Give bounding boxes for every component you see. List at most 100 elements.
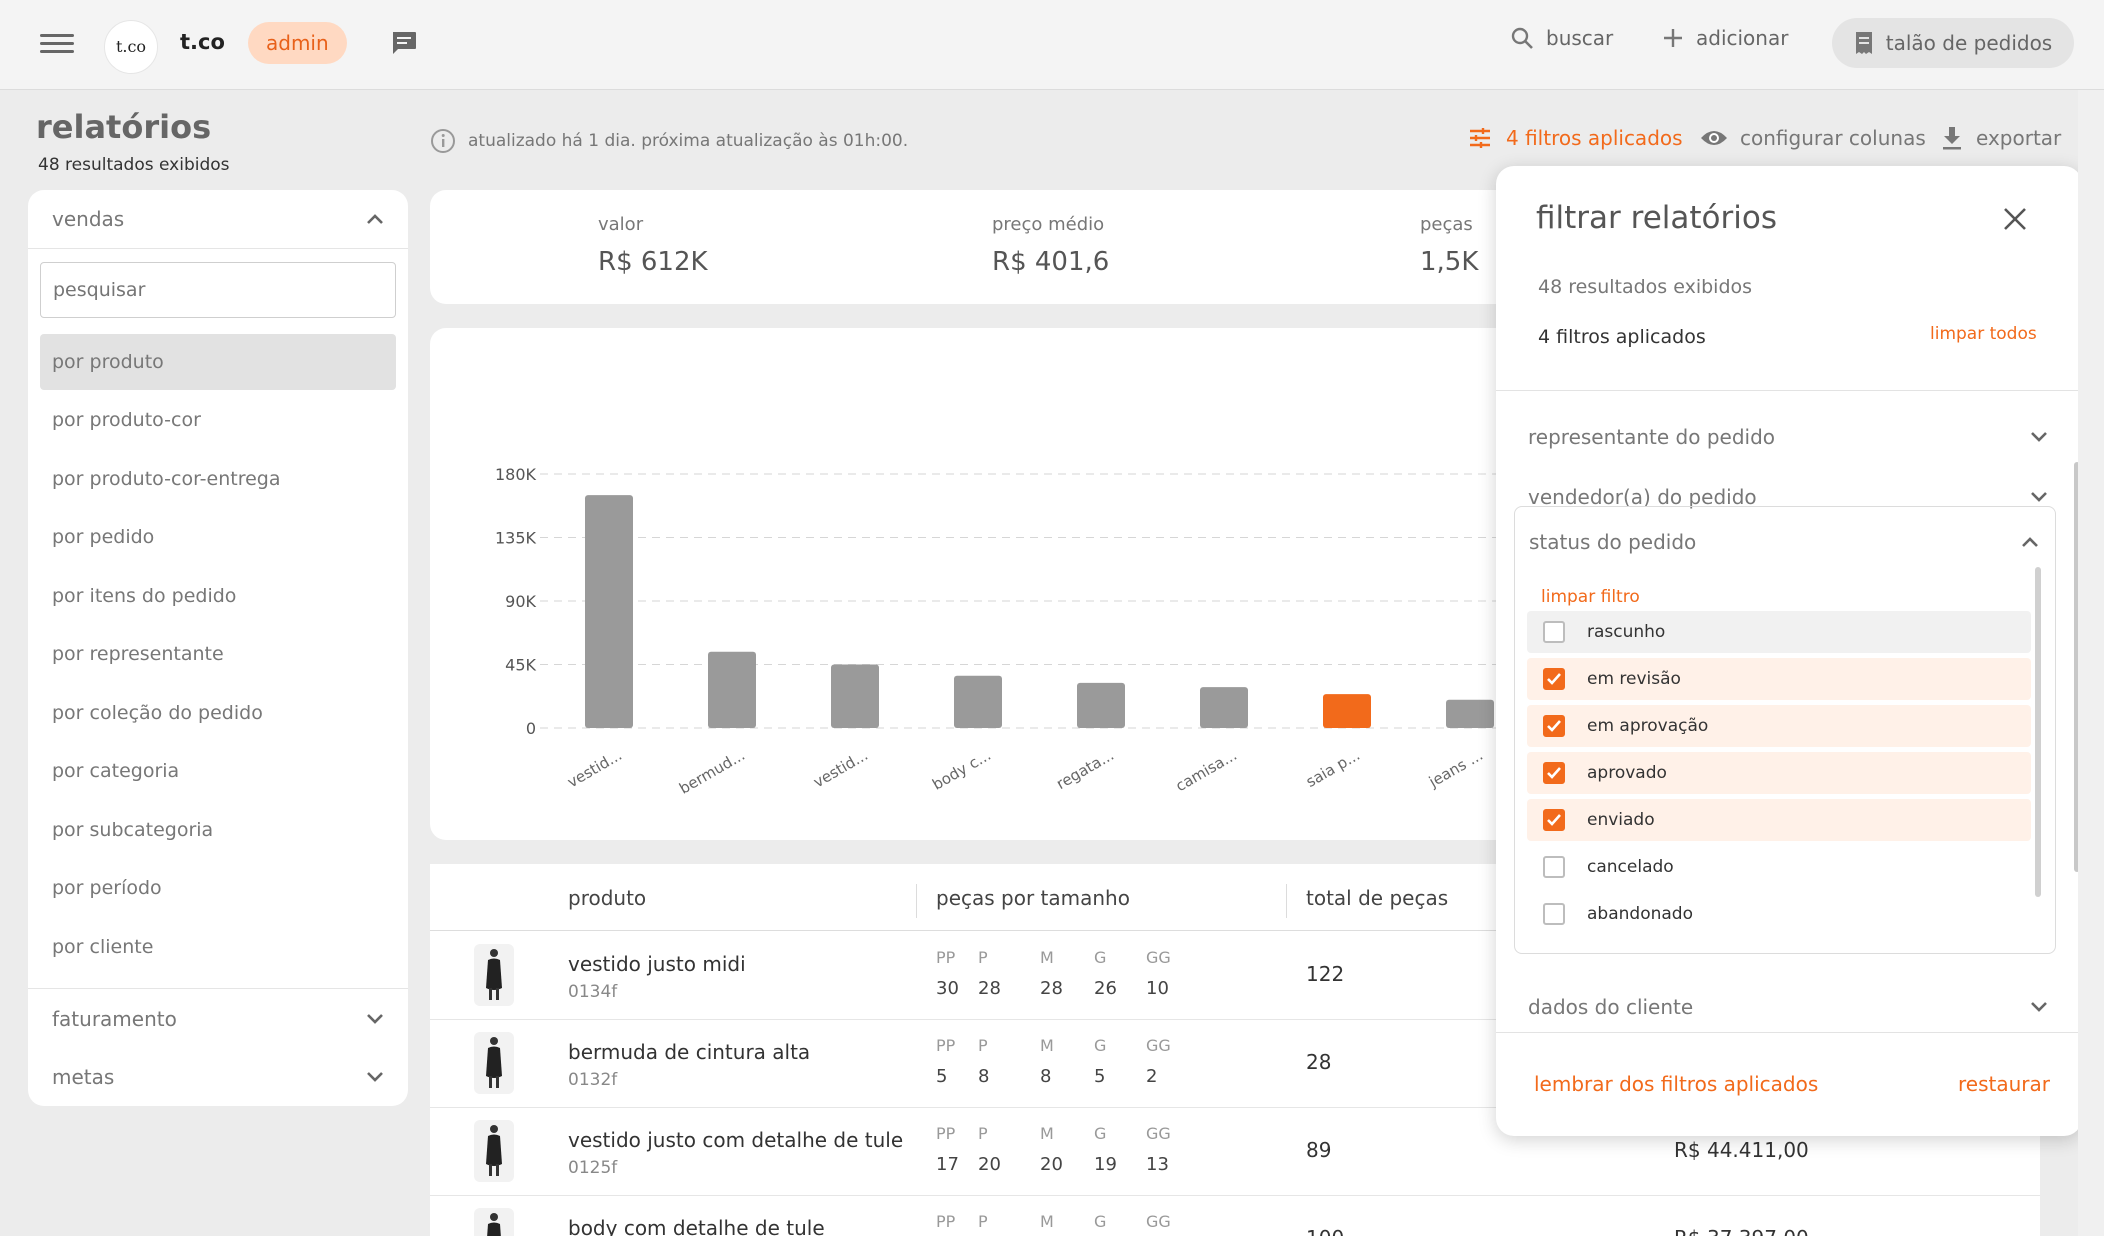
scrollbar[interactable] (2074, 462, 2080, 872)
checkbox[interactable] (1543, 621, 1565, 643)
header-produto[interactable]: produto (568, 886, 647, 910)
status-option[interactable]: rascunho (1527, 611, 2031, 653)
clear-all-button[interactable]: limpar todos (1930, 324, 2037, 344)
chart-bar[interactable] (1200, 687, 1248, 728)
size-label: P (978, 1124, 988, 1143)
summary-card: valor R$ 612K preço médio R$ 401,6 peças… (430, 190, 1540, 304)
column-separator (916, 884, 917, 918)
size-quantity: 20 (1040, 1154, 1063, 1175)
status-option[interactable]: em aprovação (1527, 705, 2031, 747)
sidebar-item-por-cliente[interactable]: por cliente (52, 936, 154, 958)
table-row[interactable]: vestido justo com detalhe de tule 0125f PP… (430, 1108, 2040, 1196)
sidebar-item-por-produto[interactable]: por produto (40, 334, 396, 390)
configure-columns-button[interactable]: configurar colunas (1700, 126, 1926, 150)
chart-bar[interactable] (1077, 682, 1125, 728)
table-row[interactable]: body com detalhe de tulePPPMGGG100R$ 37.… (430, 1196, 2040, 1236)
kpi-label: valor (598, 214, 644, 235)
chart-bar[interactable] (954, 675, 1002, 728)
menu-icon[interactable] (40, 30, 74, 56)
size-label: GG (1146, 1124, 1171, 1143)
table-row[interactable]: vestido justo midi 0134f PP 30 P 28 M 28 G 26 GG 10… (430, 932, 2040, 1020)
checkbox[interactable] (1543, 715, 1565, 737)
sidebar-item-por-itens-do-pedido[interactable]: por itens do pedido (52, 585, 237, 607)
checkbox[interactable] (1543, 903, 1565, 925)
chart-bar[interactable] (708, 651, 756, 728)
export-button[interactable]: exportar (1942, 126, 2061, 150)
kpi-pecas: peças 1,5K (1420, 214, 1478, 277)
close-icon[interactable] (2002, 206, 2028, 232)
section-vendas[interactable]: vendas (28, 190, 408, 248)
size-label: P (978, 1036, 988, 1055)
status-option[interactable]: enviado (1527, 799, 2031, 841)
header-total[interactable]: total de peças (1306, 886, 1449, 910)
filters-applied-button[interactable]: 4 filtros aplicados (1468, 126, 1683, 150)
sidebar-item-por-categoria[interactable]: por categoria (52, 760, 180, 782)
section-metas[interactable]: metas (28, 1048, 408, 1106)
accordion-representante[interactable]: representante do pedido (1528, 412, 2048, 462)
status-option[interactable]: cancelado (1527, 846, 2031, 888)
section-faturamento-label: faturamento (52, 1007, 177, 1031)
status-option[interactable]: em revisão (1527, 658, 2031, 700)
add-label: adicionar (1696, 26, 1789, 50)
sidebar-item-por-periodo[interactable]: por período (52, 877, 162, 899)
table-row[interactable]: bermuda de cintura alta 0132f PP 5 P 8 M 8 G 5 GG 2… (430, 1020, 2040, 1108)
sidebar-item-por-representante[interactable]: por representante (52, 643, 224, 665)
checkbox[interactable] (1543, 856, 1565, 878)
filter-panel-title: filtrar relatórios (1536, 200, 1777, 236)
scrollbar[interactable] (2035, 567, 2041, 897)
talao-label: talão de pedidos (1885, 31, 2053, 55)
accordion-cliente[interactable]: dados do cliente (1528, 982, 2048, 1032)
search-button[interactable]: buscar (1510, 26, 1613, 50)
checkbox[interactable] (1543, 762, 1565, 784)
sidebar-item-por-pedido[interactable]: por pedido (52, 526, 155, 548)
export-label: exportar (1976, 126, 2062, 150)
clear-filter-button[interactable]: limpar filtro (1541, 587, 1640, 607)
checkbox[interactable] (1543, 809, 1565, 831)
sidebar-item-por-produto-cor-entrega[interactable]: por produto-cor-entrega (52, 468, 281, 490)
sidebar-item-por-produto-cor[interactable]: por produto-cor (52, 409, 201, 431)
status-filter-group: status do pedido limpar filtro rascunho e… (1514, 506, 2056, 954)
size-label: M (1040, 1036, 1054, 1055)
size-quantity: 13 (1146, 1154, 1169, 1175)
size-label: M (1040, 948, 1054, 967)
checkbox[interactable] (1543, 668, 1565, 690)
section-vendas-label: vendas (52, 207, 125, 231)
talao-button[interactable]: talão de pedidos (1832, 18, 2074, 68)
restore-button[interactable]: restaurar (1958, 1072, 2050, 1096)
status-option[interactable]: abandonado (1527, 893, 2031, 935)
chat-icon[interactable] (390, 30, 418, 56)
product-code: 0134f (568, 982, 618, 1002)
chart-bar[interactable] (1323, 694, 1371, 728)
size-quantity: 10 (1146, 978, 1169, 999)
filter-panel: filtrar relatórios 48 resultados exibido… (1496, 166, 2082, 1136)
tune-icon (1470, 128, 1490, 148)
chart-bar[interactable] (831, 664, 879, 729)
results-count: 48 resultados exibidos (38, 155, 230, 175)
accordion-status[interactable]: status do pedido (1529, 517, 2039, 567)
sidebar-item-por-subcategoria[interactable]: por subcategoria (52, 819, 214, 841)
chart-bar[interactable] (585, 495, 633, 728)
sidebar-search-input[interactable] (40, 262, 396, 318)
brand-logo[interactable]: t.co (104, 20, 158, 74)
filter-results-count: 48 resultados exibidos (1538, 276, 1753, 298)
filters-applied-label: 4 filtros aplicados (1506, 126, 1683, 150)
report-sidebar: vendas por produto por produto-cor por p… (28, 190, 408, 1106)
status-option[interactable]: aprovado (1527, 752, 2031, 794)
total-pieces: 100 (1306, 1226, 1344, 1236)
chart-bar[interactable] (1446, 699, 1494, 728)
accordion-vendedor[interactable]: vendedor(a) do pedido (1528, 472, 2048, 522)
add-button[interactable]: adicionar (1662, 26, 1788, 50)
y-tick-label: 90K (505, 592, 536, 611)
role-badge[interactable]: admin (248, 22, 347, 64)
sidebar-item-por-colecao-do-pedido[interactable]: por coleção do pedido (52, 702, 263, 724)
status-option-label: enviado (1587, 810, 1655, 830)
size-quantity: 5 (936, 1066, 948, 1087)
header-sizes[interactable]: peças por tamanho (936, 886, 1130, 910)
x-tick-label: regata... (1053, 746, 1117, 793)
size-label: P (978, 1212, 988, 1231)
status-option-label: em revisão (1587, 669, 1681, 689)
section-faturamento[interactable]: faturamento (28, 990, 408, 1048)
remember-filters-button[interactable]: lembrar dos filtros aplicados (1534, 1072, 1819, 1096)
kpi-value: 1,5K (1420, 247, 1479, 277)
page-scrollbar[interactable] (2078, 90, 2104, 1236)
